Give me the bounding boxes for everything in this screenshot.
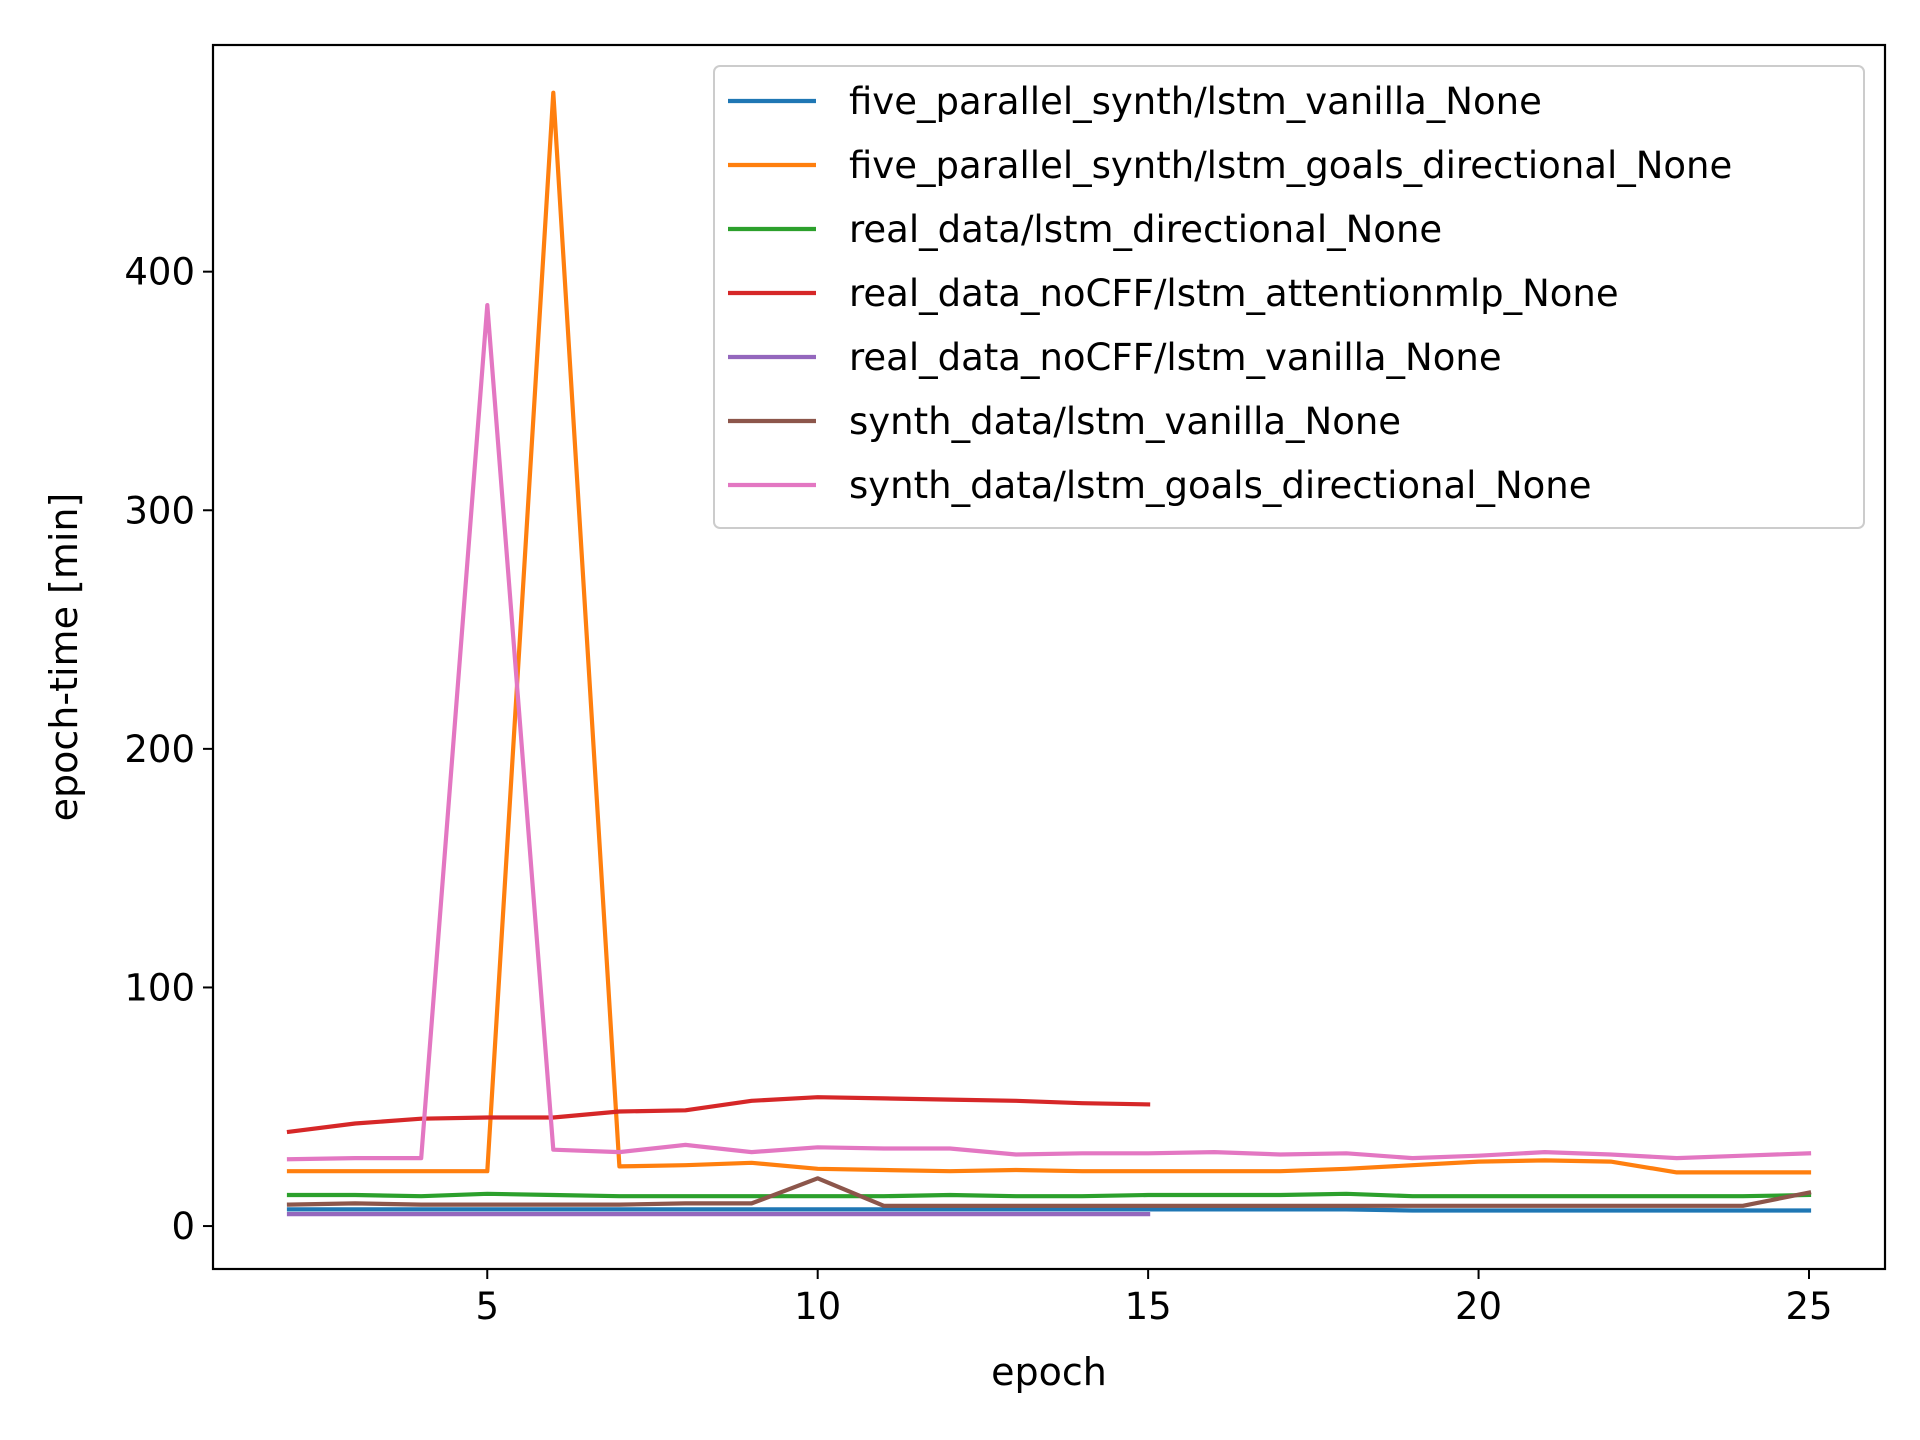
x-tick-label: 25	[1785, 1285, 1832, 1328]
series-line-6	[286, 1176, 1812, 1208]
y-tick-label: 400	[124, 251, 195, 294]
series-line-4	[286, 1095, 1151, 1135]
x-axis-label: epoch	[991, 1350, 1107, 1394]
legend-label-2: five_parallel_synth/lstm_goals_direction…	[849, 144, 1732, 187]
x-tick-label: 10	[794, 1285, 841, 1328]
legend-label-5: real_data_noCFF/lstm_vanilla_None	[849, 336, 1502, 379]
tick-layer: 5 10 15 20 25 0 100 200 300 400	[124, 251, 1832, 1328]
legend-label-1: five_parallel_synth/lstm_vanilla_None	[849, 80, 1542, 123]
legend-label-4: real_data_noCFF/lstm_attentionmlp_None	[849, 272, 1619, 315]
legend-label-3: real_data/lstm_directional_None	[849, 208, 1442, 251]
x-tick-label: 15	[1125, 1285, 1172, 1328]
x-tick-label: 5	[475, 1285, 499, 1328]
y-tick-label: 300	[124, 489, 195, 532]
series-line-3	[286, 1191, 1812, 1199]
y-tick-label: 100	[124, 966, 195, 1009]
legend: five_parallel_synth/lstm_vanilla_Nonefiv…	[713, 65, 1865, 529]
x-tick-label: 20	[1455, 1285, 1502, 1328]
legend-label-6: synth_data/lstm_vanilla_None	[849, 400, 1401, 443]
legend-label-7: synth_data/lstm_goals_directional_None	[849, 464, 1591, 507]
series-line-7	[286, 303, 1812, 1162]
series-line-1	[286, 1207, 1812, 1213]
y-tick-label: 0	[171, 1205, 195, 1248]
series-layer	[286, 90, 1812, 1217]
legend-box	[713, 65, 1865, 529]
plot-frame	[211, 43, 1887, 1271]
y-tick-label: 200	[124, 728, 195, 771]
y-axis-label: epoch-time [min]	[42, 493, 86, 822]
series-line-2	[286, 90, 1812, 1175]
